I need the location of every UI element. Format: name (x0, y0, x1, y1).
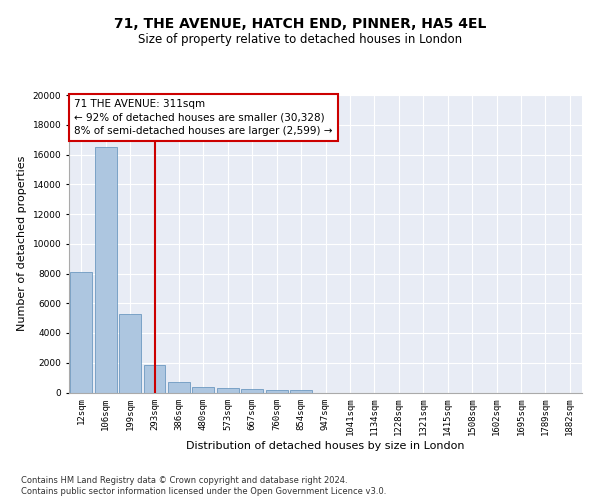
Bar (143, 365, 166, 392)
Text: Size of property relative to detached houses in London: Size of property relative to detached ho… (138, 32, 462, 46)
Text: Contains HM Land Registry data © Crown copyright and database right 2024.: Contains HM Land Registry data © Crown c… (21, 476, 347, 485)
Bar (119, 314, 141, 392)
Y-axis label: Number of detached properties: Number of detached properties (17, 156, 27, 332)
Text: 71, THE AVENUE, HATCH END, PINNER, HA5 4EL: 71, THE AVENUE, HATCH END, PINNER, HA5 4… (114, 18, 486, 32)
Bar (241, 389, 263, 392)
Text: Contains public sector information licensed under the Open Government Licence v3: Contains public sector information licen… (21, 487, 386, 496)
Bar (217, 388, 239, 392)
Bar (168, 382, 190, 392)
Bar (266, 390, 287, 392)
Bar (193, 388, 214, 392)
Bar (95, 147, 116, 392)
X-axis label: Distribution of detached houses by size in London: Distribution of detached houses by size … (186, 440, 465, 450)
Text: 71 THE AVENUE: 311sqm
← 92% of detached houses are smaller (30,328)
8% of semi-d: 71 THE AVENUE: 311sqm ← 92% of detached … (74, 100, 332, 136)
Bar (290, 390, 312, 392)
Bar (70, 272, 92, 392)
